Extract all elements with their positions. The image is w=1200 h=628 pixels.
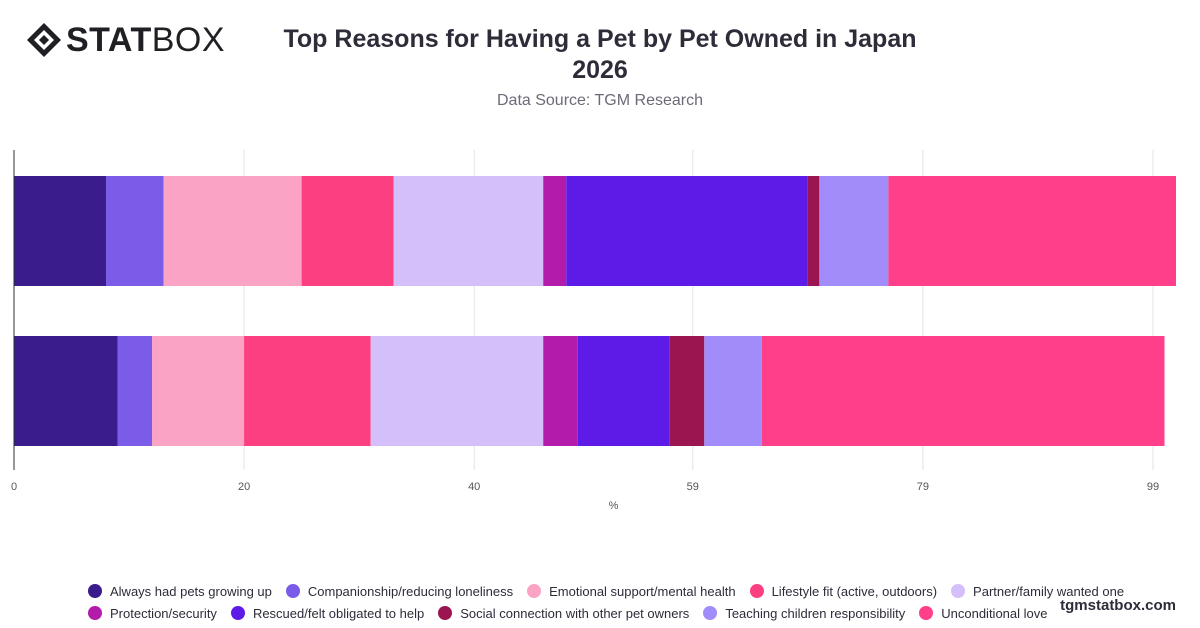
chart-legend: Always had pets growing up Companionship/… <box>88 580 1148 624</box>
bar-segment <box>807 176 820 286</box>
bar-segment <box>669 336 705 446</box>
legend-swatch <box>703 606 718 620</box>
bar-segment <box>152 336 245 446</box>
legend-item[interactable]: Always had pets growing up <box>88 584 272 599</box>
chart-title-line1: Top Reasons for Having a Pet by Pet Owne… <box>283 25 917 53</box>
bar-segment <box>14 176 107 286</box>
logo-wordmark-bold: STAT <box>66 21 152 59</box>
legend-label: Companionship/reducing loneliness <box>307 583 514 599</box>
x-axis-label: % <box>609 500 619 512</box>
chart-title-line2: 2026 <box>572 56 628 84</box>
x-tick-label: 0 <box>11 481 17 493</box>
legend-row: Protection/security Rescued/felt obligate… <box>88 602 1148 624</box>
statbox-logo: STATBOX <box>26 22 225 58</box>
legend-swatch <box>285 584 300 598</box>
statbox-diamond-icon <box>27 23 61 57</box>
legend-label: Partner/family wanted one <box>973 583 1125 599</box>
bar-segment <box>106 176 164 286</box>
bar-segment <box>370 336 544 446</box>
bar-segment <box>543 336 578 446</box>
legend-label: Rescued/felt obligated to help <box>252 605 425 621</box>
legend-label: Emotional support/mental health <box>549 583 736 599</box>
bar-segment <box>14 336 118 446</box>
stacked-bar-chart: 0 20 40 59 79 99% <box>11 150 1176 512</box>
x-tick-label: 99 <box>1147 481 1159 493</box>
chart-title: Top Reasons for Having a Pet by Pet Owne… <box>250 24 950 86</box>
legend-swatch <box>749 584 764 598</box>
legend-swatch <box>951 584 966 598</box>
legend-label: Social connection with other pet owners <box>460 605 690 621</box>
legend-label: Lifestyle fit (active, outdoors) <box>771 583 938 599</box>
x-tick-label: 79 <box>917 481 929 493</box>
x-tick-label: 59 <box>687 481 699 493</box>
x-tick-label: 40 <box>468 481 480 493</box>
legend-swatch <box>438 606 453 620</box>
legend-swatch <box>88 606 102 620</box>
bar-segment <box>577 336 670 446</box>
legend-swatch <box>919 606 934 620</box>
legend-item[interactable]: Partner/family wanted one <box>951 584 1124 599</box>
legend-item[interactable]: Social connection with other pet owners <box>438 606 689 621</box>
legend-label: Teaching children responsibility <box>725 605 906 621</box>
legend-swatch <box>230 606 245 620</box>
logo-wordmark-light: BOX <box>151 21 226 59</box>
legend-item[interactable]: Teaching children responsibility <box>703 606 905 621</box>
legend-swatch <box>88 584 102 598</box>
logo-wordmark: STATBOX <box>66 22 225 58</box>
legend-item[interactable]: Rescued/felt obligated to help <box>230 605 425 621</box>
bar-segment <box>163 176 302 286</box>
legend-row: Always had pets growing up Companionship/… <box>88 580 1148 602</box>
legend-swatch <box>527 584 542 598</box>
watermark: tgmstatbox.com <box>1060 597 1176 614</box>
bar-segment <box>117 336 153 446</box>
bar-segment <box>301 176 394 286</box>
bar-segment <box>888 176 1176 286</box>
legend-label: Unconditional love <box>941 605 1048 621</box>
legend-item[interactable]: Protection/security <box>88 606 217 621</box>
legend-label: Always had pets growing up <box>110 583 272 599</box>
x-tick-label: 20 <box>238 481 250 493</box>
legend-label: Protection/security <box>110 605 217 621</box>
legend-item[interactable]: Unconditional love <box>919 606 1047 621</box>
bar-segment <box>244 336 371 446</box>
legend-item[interactable]: Companionship/reducing loneliness <box>285 583 514 599</box>
bar-segment <box>819 176 889 286</box>
bar-segment <box>761 336 1165 446</box>
bar-segment <box>704 336 762 446</box>
chart-subtitle: Data Source: TGM Research <box>496 92 703 109</box>
bar-segment <box>393 176 544 286</box>
legend-item[interactable]: Emotional support/mental health <box>527 583 736 599</box>
bar-segment <box>566 176 808 286</box>
legend-item[interactable]: Lifestyle fit (active, outdoors) <box>749 583 938 599</box>
bar-segment <box>543 176 567 286</box>
